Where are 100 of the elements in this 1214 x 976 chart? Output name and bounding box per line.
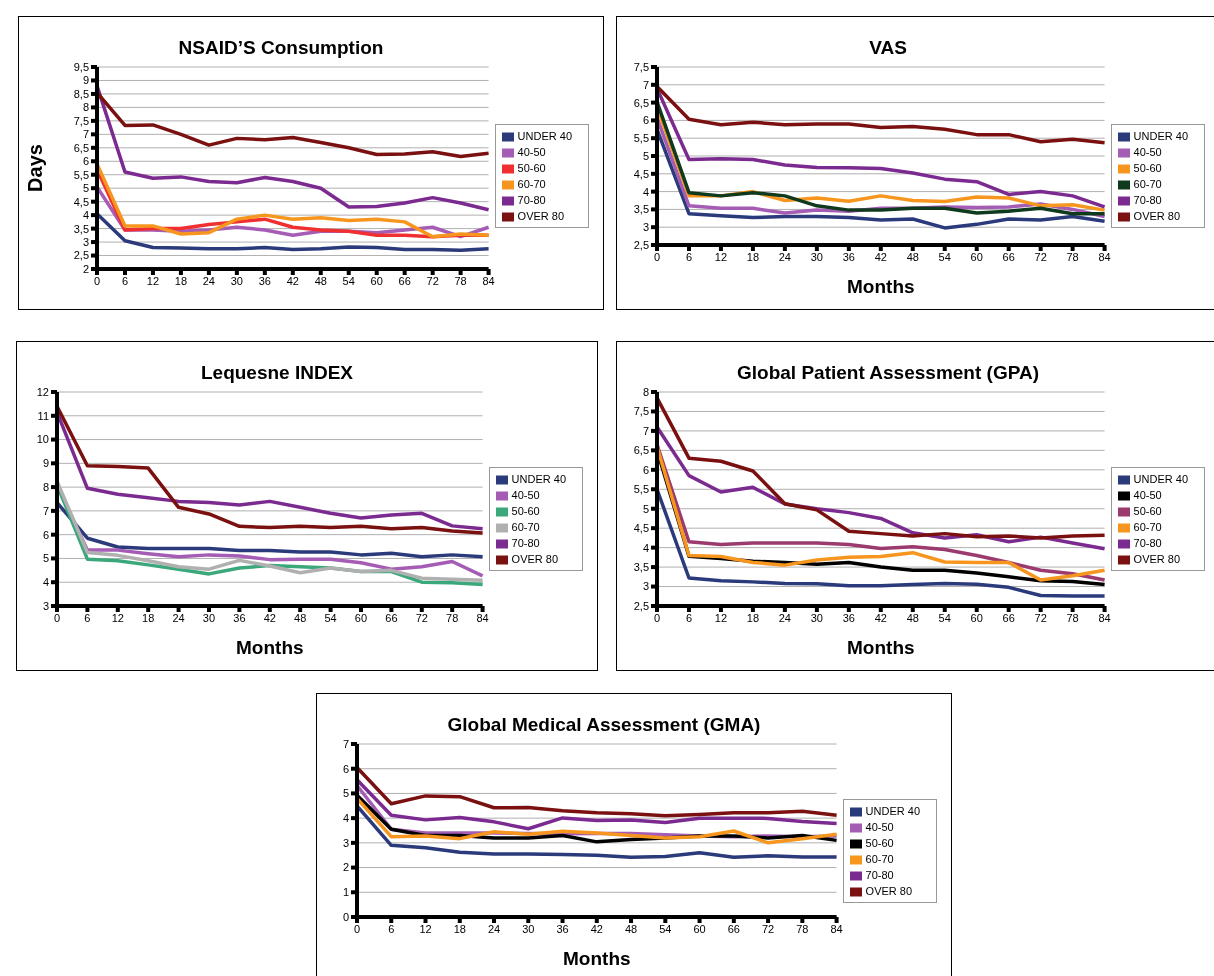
y-tick-label: 3 xyxy=(342,836,349,849)
y-tick-label: 4 xyxy=(342,812,349,825)
legend-label: UNDER 40 xyxy=(1133,473,1188,485)
x-tick-label: 36 xyxy=(233,611,246,624)
x-tick-label: 0 xyxy=(653,611,661,624)
y-tick-label: 1 xyxy=(342,886,349,899)
x-tick-label: 18 xyxy=(453,922,466,935)
x-tick-label: 30 xyxy=(230,274,243,287)
y-tick-label: 6,5 xyxy=(633,444,649,457)
x-tick-label: 30 xyxy=(522,922,535,935)
x-tick-label: 18 xyxy=(746,611,760,624)
legend-label: 60-70 xyxy=(1133,178,1162,190)
x-tick-label: 84 xyxy=(1098,611,1111,624)
x-tick-label: 60 xyxy=(970,250,983,263)
legend-label: OVER 80 xyxy=(1133,210,1181,222)
y-tick-label: 2 xyxy=(82,262,89,275)
x-axis-title: Months xyxy=(847,637,915,658)
x-tick-label: 72 xyxy=(426,274,439,287)
legend-label: 40-50 xyxy=(1133,489,1162,501)
x-tick-label: 12 xyxy=(714,250,728,263)
x-tick-label: 42 xyxy=(590,922,603,935)
y-tick-label: 4 xyxy=(642,185,649,198)
x-tick-label: 6 xyxy=(388,922,395,935)
x-tick-label: 66 xyxy=(1002,250,1015,263)
x-tick-label: 30 xyxy=(202,611,216,624)
y-tick-label: 5,5 xyxy=(633,483,649,496)
y-tick-label: 5 xyxy=(42,552,49,565)
x-tick-label: 6 xyxy=(685,250,693,263)
x-tick-label: 42 xyxy=(286,274,299,287)
x-tick-label: 72 xyxy=(761,922,775,935)
y-tick-label: 6 xyxy=(642,463,649,476)
y-tick-label: 6 xyxy=(42,528,49,541)
legend-label: 70-80 xyxy=(517,194,546,206)
y-axis-title: Days xyxy=(24,144,47,192)
x-axis-title: Months xyxy=(847,276,915,297)
legend-label: OVER 80 xyxy=(1133,553,1181,565)
x-tick-label: 12 xyxy=(146,274,160,287)
x-tick-label: 60 xyxy=(354,611,368,624)
y-tick-label: 5 xyxy=(642,502,649,515)
x-tick-label: 0 xyxy=(353,922,361,935)
x-tick-label: 66 xyxy=(385,611,398,624)
legend-label: 70-80 xyxy=(1133,194,1162,206)
x-tick-label: 72 xyxy=(415,611,428,624)
y-tick-label: 5 xyxy=(642,149,649,162)
y-tick-label: 8,5 xyxy=(73,87,89,100)
legend-label: OVER 80 xyxy=(511,553,559,565)
legend-label: UNDER 40 xyxy=(511,473,566,485)
y-tick-label: 11 xyxy=(37,409,49,422)
x-tick-label: 54 xyxy=(659,922,672,935)
y-tick-label: 0 xyxy=(342,910,349,923)
y-tick-label: 7,5 xyxy=(633,405,649,418)
y-tick-label: 4,5 xyxy=(633,167,649,180)
y-tick-label: 7 xyxy=(642,78,649,91)
y-tick-label: 8 xyxy=(42,481,49,494)
x-tick-label: 6 xyxy=(685,611,693,624)
x-tick-label: 60 xyxy=(970,611,983,624)
x-tick-label: 30 xyxy=(810,611,823,624)
y-tick-label: 7 xyxy=(82,128,89,141)
legend-label: UNDER 40 xyxy=(865,804,920,817)
legend-label: 50-60 xyxy=(865,836,894,849)
y-tick-label: 3 xyxy=(642,580,649,593)
x-tick-label: 30 xyxy=(810,250,823,263)
x-tick-label: 36 xyxy=(556,922,569,935)
y-tick-label: 8 xyxy=(82,101,89,114)
x-tick-label: 0 xyxy=(93,274,101,287)
x-tick-label: 42 xyxy=(263,611,276,624)
x-tick-label: 12 xyxy=(419,922,432,935)
x-tick-label: 0 xyxy=(53,611,61,624)
y-tick-label: 4 xyxy=(82,209,89,222)
x-tick-label: 66 xyxy=(398,274,411,287)
legend-label: UNDER 40 xyxy=(1133,130,1188,142)
y-tick-label: 9,5 xyxy=(73,60,89,73)
x-tick-label: 66 xyxy=(727,922,740,935)
x-tick-label: 60 xyxy=(693,922,706,935)
legend-label: OVER 80 xyxy=(517,210,565,222)
chart-title: Global Medical Assessment (GMA) xyxy=(446,714,762,736)
y-tick-label: 2,5 xyxy=(633,599,649,612)
y-tick-label: 3 xyxy=(42,599,49,612)
x-tick-label: 12 xyxy=(111,611,124,624)
y-tick-label: 8 xyxy=(642,385,649,398)
y-tick-label: 10 xyxy=(36,433,49,446)
y-tick-label: 4 xyxy=(642,541,649,554)
x-tick-label: 48 xyxy=(294,611,307,624)
x-tick-label: 48 xyxy=(314,274,327,287)
y-tick-label: 2,5 xyxy=(73,249,89,262)
y-tick-label: 7,5 xyxy=(73,114,89,127)
y-tick-label: 5 xyxy=(342,787,349,800)
x-tick-label: 48 xyxy=(906,611,919,624)
y-tick-label: 6 xyxy=(82,155,89,168)
y-tick-label: 5,5 xyxy=(73,168,89,181)
y-tick-label: 9 xyxy=(82,74,89,87)
x-tick-label: 72 xyxy=(1034,250,1047,263)
legend-label: 40-50 xyxy=(511,489,540,501)
x-tick-label: 48 xyxy=(624,922,638,935)
y-tick-label: 7 xyxy=(642,424,649,437)
chart-title: VAS xyxy=(868,37,908,59)
x-tick-label: 36 xyxy=(842,250,855,263)
x-tick-label: 18 xyxy=(142,611,155,624)
legend-label: 50-60 xyxy=(1133,162,1162,174)
legend-label: OVER 80 xyxy=(865,884,913,897)
